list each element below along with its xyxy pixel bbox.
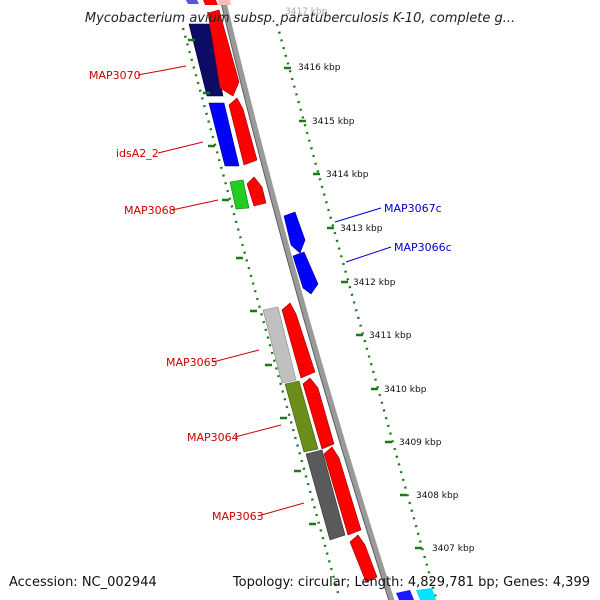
gene-label-map3067c[interactable]: MAP3067c: [384, 202, 442, 215]
feature-bottom-cyan[interactable]: [416, 588, 436, 600]
forward-cds-faded[interactable]: [218, 0, 231, 5]
accession-text: Accession: NC_002944: [9, 575, 157, 590]
gene-label-map3068[interactable]: MAP3068: [124, 204, 176, 217]
label-leader: [257, 502, 305, 517]
label-leader: [334, 207, 382, 223]
forward-cds-next[interactable]: [349, 534, 378, 583]
label-leader: [212, 349, 260, 363]
feature-bottom-blue[interactable]: [396, 590, 414, 600]
inner-tick-group: [188, 38, 316, 526]
feature-ids-blue[interactable]: [208, 102, 240, 167]
label-leader: [157, 141, 204, 154]
feature-map3070-dark[interactable]: [188, 23, 224, 97]
genome-summary-text: Topology: circular; Length: 4,829,781 bp…: [232, 575, 590, 590]
forward-cds-ids[interactable]: [228, 97, 258, 166]
label-leader: [171, 199, 219, 211]
feature-map3064-olive[interactable]: [284, 380, 319, 453]
tick-label: 3411 kbp: [369, 331, 412, 341]
tick-label: 3410 kbp: [384, 385, 427, 395]
forward-cds[interactable]: [203, 0, 218, 5]
tick-label: 3413 kbp: [340, 224, 383, 234]
feature-map3068-green[interactable]: [229, 179, 250, 210]
reverse-cds-map3066c[interactable]: [292, 251, 319, 295]
forward-cds-map3063[interactable]: [323, 446, 362, 536]
backbone: [220, 0, 395, 600]
tick-label: 3412 kbp: [353, 278, 396, 288]
backbone-edge: [219, 0, 390, 600]
left-dotted-guide: [181, 27, 340, 594]
tick-group: 3416 kbp 3415 kbp 3414 kbp 3413 kbp 3412…: [284, 63, 475, 554]
feature-map3065-gray[interactable]: [262, 306, 297, 384]
gene-label-map3065[interactable]: MAP3065: [166, 356, 218, 369]
label-leader: [137, 65, 187, 76]
tick-label: 3408 kbp: [416, 491, 459, 501]
label-leader: [234, 424, 282, 438]
gene-label-map3064[interactable]: MAP3064: [187, 431, 239, 444]
tick-label: 3407 kbp: [432, 544, 475, 554]
forward-cds-map3064[interactable]: [302, 377, 335, 450]
gene-label-map3063[interactable]: MAP3063: [212, 510, 264, 523]
tick-label: 3416 kbp: [298, 63, 341, 73]
forward-cds-map3068[interactable]: [246, 176, 267, 207]
forward-cds-map3065[interactable]: [281, 302, 316, 379]
label-leader: [345, 246, 392, 263]
tick-label: 3415 kbp: [312, 117, 355, 127]
tick-label: 3414 kbp: [326, 170, 369, 180]
feature-top-blue[interactable]: [186, 0, 199, 4]
gene-label-map3070[interactable]: MAP3070: [89, 69, 141, 82]
forward-cds-map3070[interactable]: [207, 9, 240, 97]
gene-label-map3066c[interactable]: MAP3066c: [394, 241, 452, 254]
reverse-cds-map3067c[interactable]: [283, 211, 306, 254]
feature-map3063-darkgray[interactable]: [305, 449, 346, 541]
tick-label: 3409 kbp: [399, 438, 442, 448]
map-title: Mycobacterium avium subsp. paratuberculo…: [85, 11, 515, 26]
tick-label: 3417 kbp: [285, 7, 328, 17]
gene-label-idsa2-2[interactable]: idsA2_2: [116, 147, 159, 160]
right-dotted-guide: [275, 23, 438, 599]
